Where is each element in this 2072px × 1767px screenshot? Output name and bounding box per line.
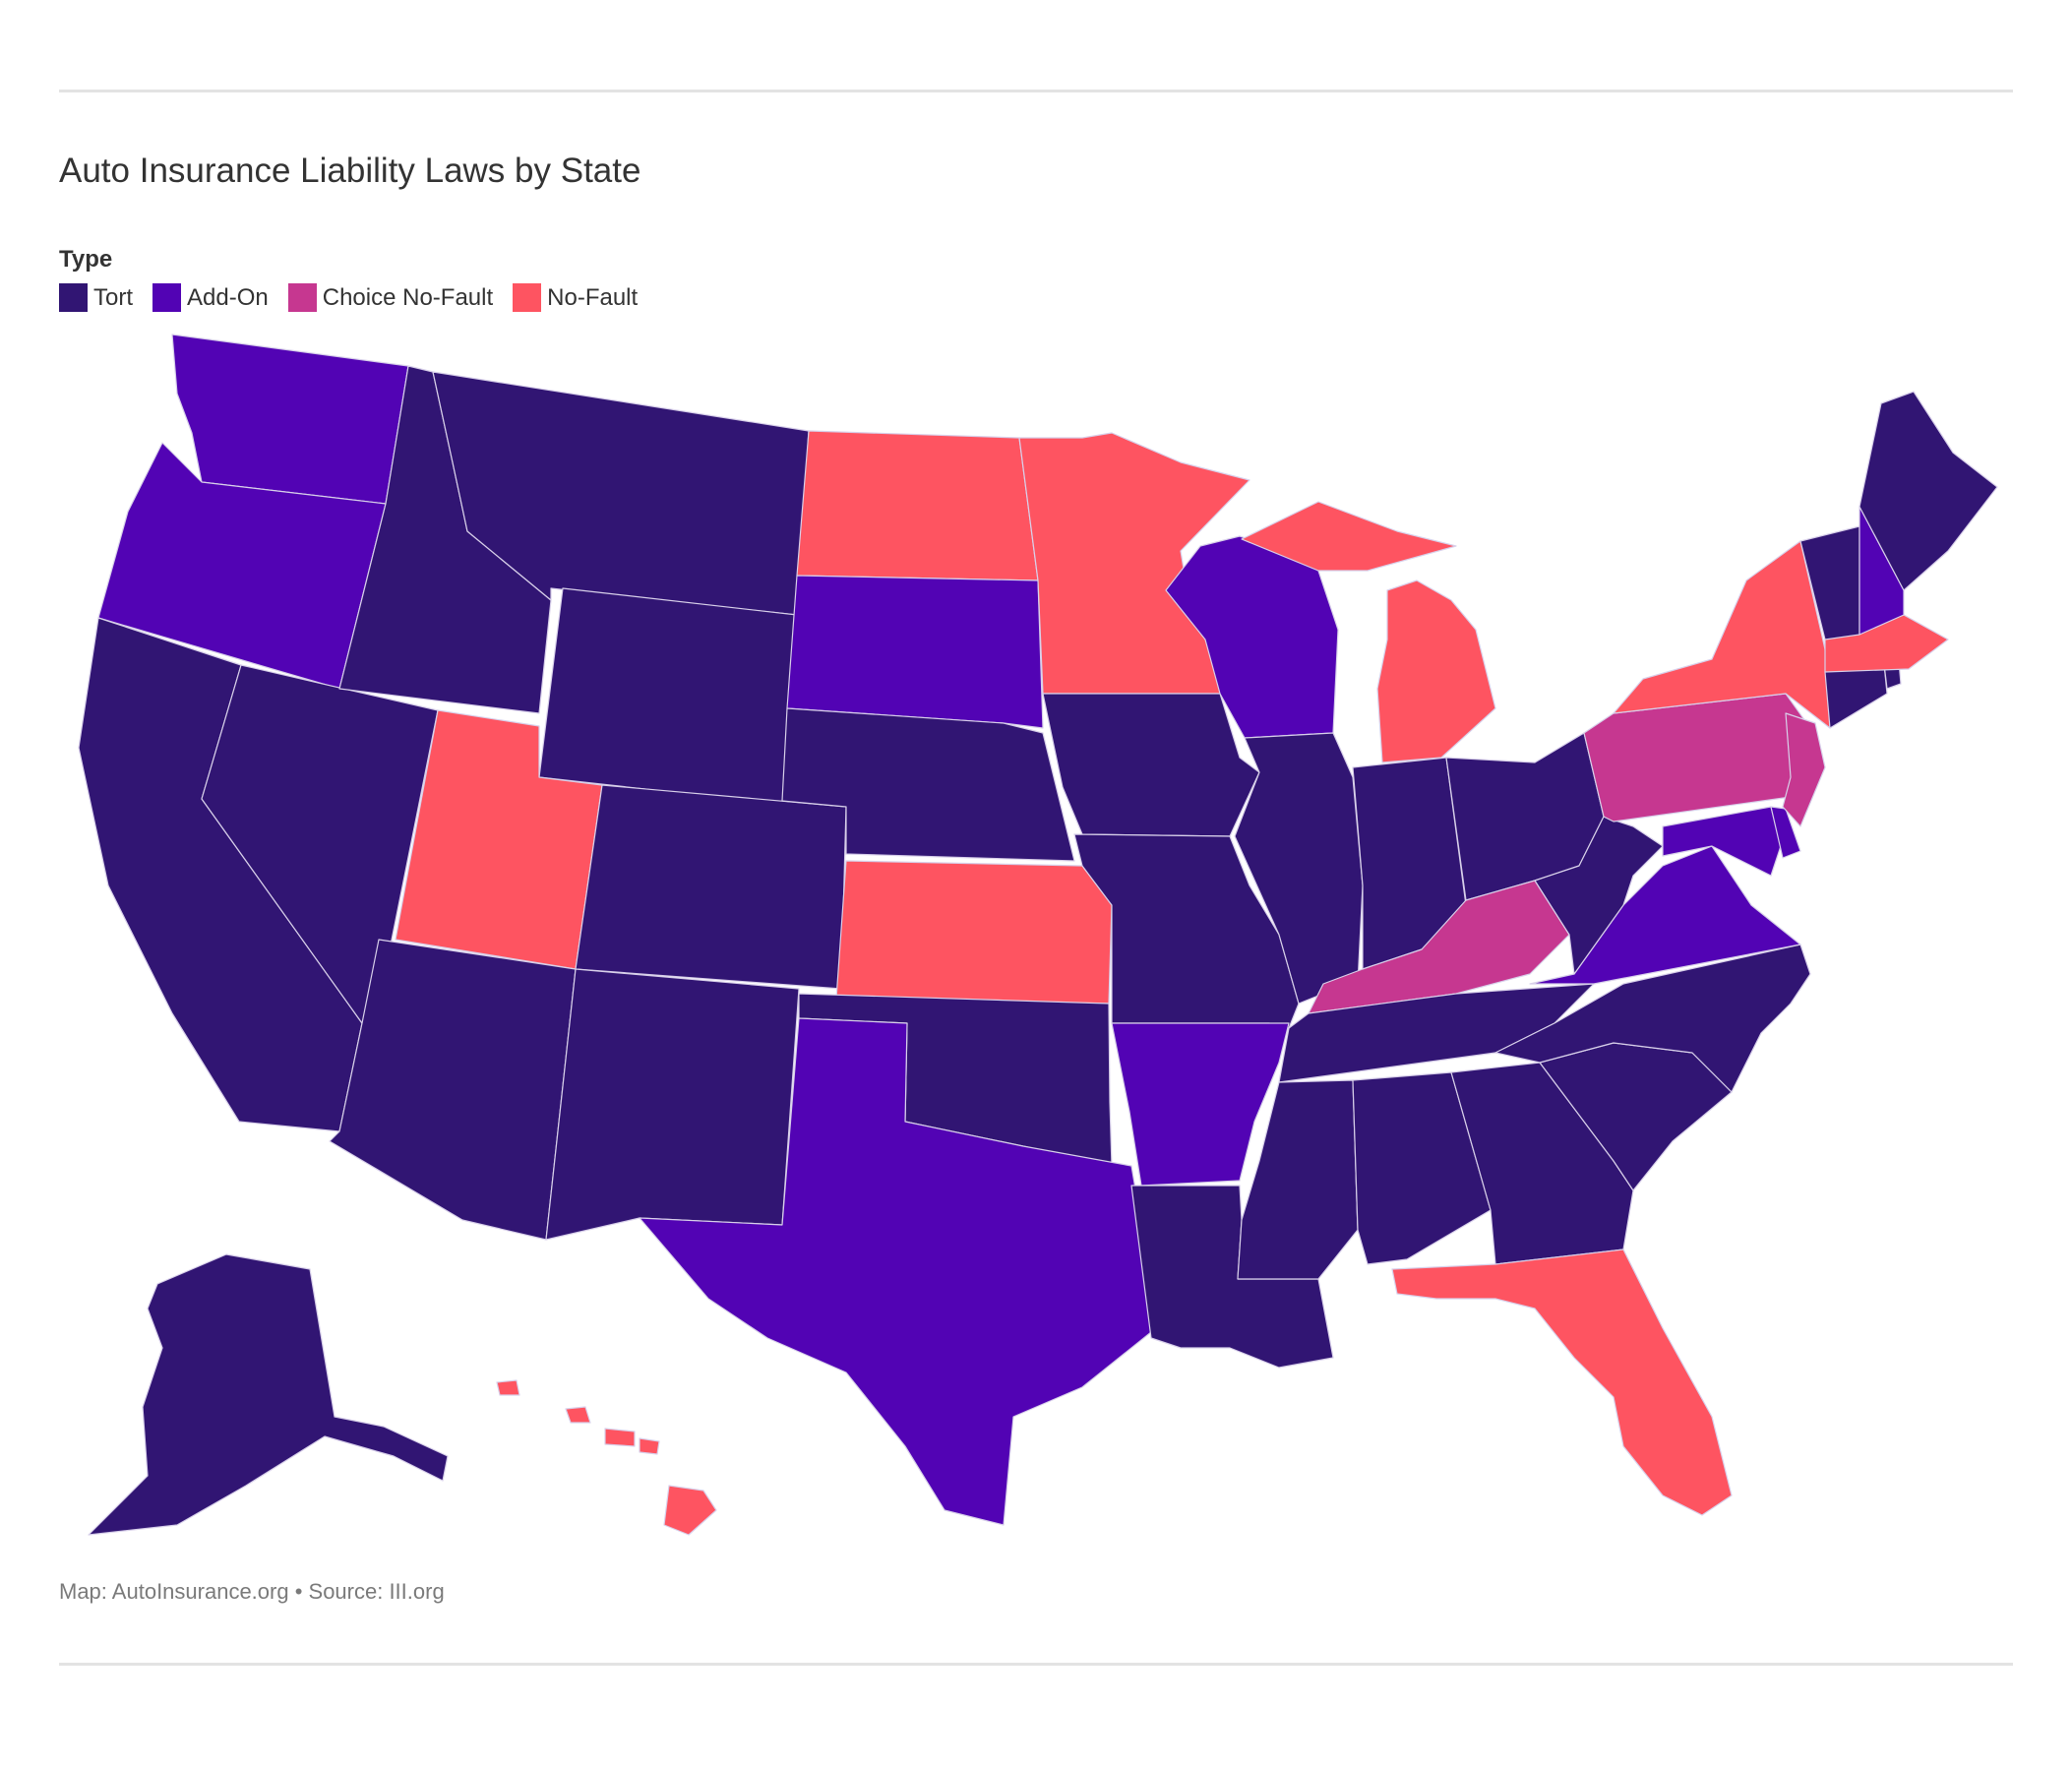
state-KS[interactable] [835,860,1113,1005]
state-MI[interactable] [1241,501,1496,763]
legend-swatch-tort [59,283,88,312]
state-NY[interactable] [1613,540,1831,729]
state-SD[interactable] [786,575,1044,729]
state-DE[interactable] [1770,806,1801,859]
legend-label-no-fault: No-Fault [547,283,639,311]
state-CO[interactable] [575,784,847,990]
state-NM[interactable] [545,968,800,1241]
legend-label-tort: Tort [93,283,134,311]
state-WY[interactable] [538,587,798,806]
map-title: Auto Insurance Liability Laws by State [59,152,641,190]
state-FL[interactable] [1391,1249,1733,1516]
legend-item-tort[interactable]: Tort [59,283,133,312]
state-KY[interactable] [1308,880,1570,1014]
state-NJ[interactable] [1782,712,1826,827]
state-CT[interactable] [1824,663,1888,729]
state-WA[interactable] [171,334,409,505]
legend-label-choice-no-fault: Choice No-Fault [322,283,494,311]
legend-swatch-choice-no-fault [287,283,317,312]
legend-title: Type [59,246,113,273]
state-ND[interactable] [796,430,1039,581]
state-LA[interactable] [1130,1185,1334,1369]
state-WI[interactable] [1165,535,1339,739]
state-TX[interactable] [639,1017,1157,1526]
state-NE[interactable] [781,707,1075,862]
state-ME[interactable] [1859,391,1998,591]
source-note: Map: AutoInsurance.org • Source: III.org [59,1579,445,1604]
top-divider [59,90,2013,92]
state-NC[interactable] [1494,944,1811,1093]
legend-label-add-on: Add-On [187,283,269,311]
legend-swatch-add-on [152,283,182,312]
legend: Tort Add-On Choice No-Fault No-Fault [59,283,657,312]
state-IA[interactable] [1042,693,1260,837]
legend-item-choice-no-fault[interactable]: Choice No-Fault [287,283,494,312]
state-AR[interactable] [1111,1022,1290,1187]
state-HI[interactable] [496,1379,717,1536]
state-AK[interactable] [88,1253,449,1536]
legend-item-add-on[interactable]: Add-On [152,283,269,312]
state-WV[interactable] [1534,816,1664,975]
legend-item-no-fault[interactable]: No-Fault [513,283,638,312]
bottom-divider [59,1663,2013,1666]
legend-swatch-no-fault [513,283,542,312]
